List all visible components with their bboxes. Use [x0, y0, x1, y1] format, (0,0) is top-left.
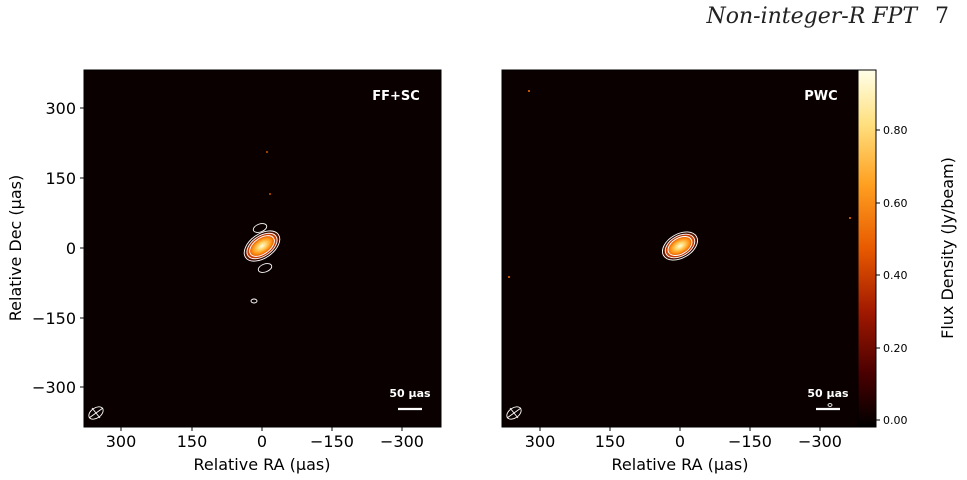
panel-ff-sc: FF+SC 50 µas 300 150 0 −150 −300 300	[6, 69, 442, 474]
scalebar-label: 50 µas	[389, 387, 431, 400]
source-emission	[242, 230, 282, 262]
panel-label: PWC	[804, 89, 837, 104]
svg-text:0.80: 0.80	[883, 124, 908, 137]
x-tick-labels: 300 150 0 −150 −300	[106, 432, 424, 451]
panel-label: FF+SC	[372, 89, 420, 104]
svg-text:300: 300	[106, 432, 137, 451]
svg-text:150: 150	[595, 432, 626, 451]
x-tick-labels: 300 150 0 −150 −300	[525, 432, 842, 451]
running-head: Non-integer-R FPT 7	[706, 4, 949, 29]
svg-text:0.00: 0.00	[883, 414, 908, 427]
svg-text:0.20: 0.20	[883, 342, 908, 355]
svg-text:−150: −150	[310, 432, 354, 451]
x-axis-label: Relative RA (µas)	[194, 455, 331, 474]
svg-text:−150: −150	[728, 432, 772, 451]
svg-text:300: 300	[525, 432, 556, 451]
scalebar-label: 50 µas	[807, 387, 849, 400]
svg-text:0: 0	[675, 432, 685, 451]
colorbar: 0.80 0.60 0.40 0.20 0.00 Flux Density (J…	[857, 69, 957, 428]
colorbar-label: Flux Density (Jy/beam)	[938, 157, 957, 339]
y-axis-label: Relative Dec (µas)	[6, 175, 25, 321]
page-number: 7	[935, 4, 949, 29]
colorbar-ticks	[876, 129, 880, 421]
beam-ellipse	[506, 406, 522, 420]
svg-text:300: 300	[45, 99, 76, 118]
contours	[662, 231, 833, 407]
beam-ellipse	[88, 406, 104, 420]
axis-ticks	[80, 107, 403, 431]
svg-text:150: 150	[177, 432, 208, 451]
svg-text:0: 0	[257, 432, 267, 451]
contours	[243, 223, 281, 304]
svg-text:0: 0	[66, 239, 76, 258]
x-axis-label: Relative RA (µas)	[612, 455, 749, 474]
svg-text:0.60: 0.60	[883, 197, 908, 210]
svg-text:−150: −150	[32, 309, 76, 328]
svg-text:150: 150	[45, 169, 76, 188]
svg-text:−300: −300	[798, 432, 842, 451]
source-emission	[660, 231, 700, 261]
colorbar-tick-labels: 0.80 0.60 0.40 0.20 0.00	[883, 124, 908, 427]
axis-ticks	[539, 427, 821, 431]
panel-pwc: PWC 50 µas 300 150 0 −150 −300 Relative …	[501, 69, 859, 474]
svg-text:0.40: 0.40	[883, 269, 908, 282]
svg-text:−300: −300	[32, 378, 76, 397]
colorbar-gradient	[857, 69, 877, 428]
y-tick-labels: 300 150 0 −150 −300	[32, 99, 76, 397]
running-title: Non-integer-R FPT	[706, 4, 917, 29]
svg-text:−300: −300	[380, 432, 424, 451]
